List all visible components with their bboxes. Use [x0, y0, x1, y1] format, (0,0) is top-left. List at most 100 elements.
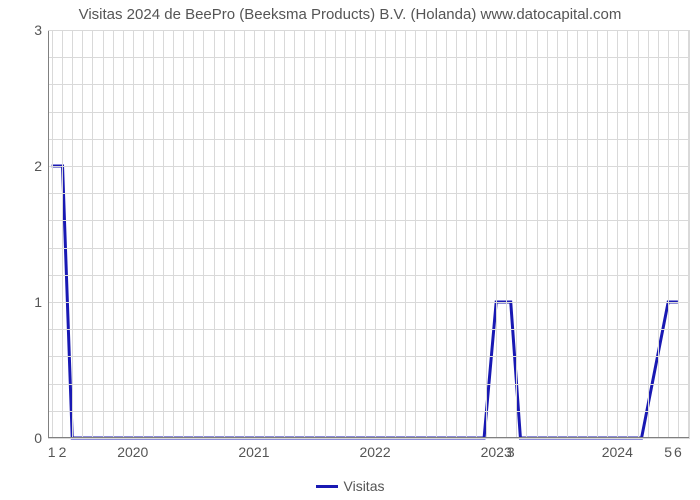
gridline-v — [617, 30, 618, 438]
below-axis-label: 6 — [674, 444, 682, 460]
ytick-label: 0 — [34, 430, 42, 446]
gridline-v — [678, 30, 679, 438]
gridline-v — [335, 30, 336, 438]
gridline-v — [446, 30, 447, 438]
xtick-label: 2020 — [117, 444, 148, 460]
gridline-v — [486, 30, 487, 438]
gridline-v — [648, 30, 649, 438]
gridline-v — [516, 30, 517, 438]
chart-title: Visitas 2024 de BeePro (Beeksma Products… — [0, 6, 700, 23]
gridline-h — [48, 139, 690, 140]
gridline-v — [72, 30, 73, 438]
gridline-v — [103, 30, 104, 438]
gridline-v — [426, 30, 427, 438]
chart-container: Visitas 2024 de BeePro (Beeksma Products… — [0, 0, 700, 500]
ytick-label: 2 — [34, 158, 42, 174]
gridline-v — [607, 30, 608, 438]
gridline-v — [526, 30, 527, 438]
gridline-v — [355, 30, 356, 438]
ytick-label: 1 — [34, 294, 42, 310]
gridline-v — [163, 30, 164, 438]
gridline-h — [48, 220, 690, 221]
xtick-label: 2024 — [602, 444, 633, 460]
gridline-v — [284, 30, 285, 438]
gridline-v — [234, 30, 235, 438]
gridline-h — [48, 193, 690, 194]
xtick-label: 2021 — [238, 444, 269, 460]
right-border — [689, 30, 690, 438]
gridline-v — [193, 30, 194, 438]
below-axis-label: 3 — [507, 444, 515, 460]
gridline-v — [496, 30, 497, 438]
gridline-v — [62, 30, 63, 438]
gridline-h — [48, 112, 690, 113]
gridline-v — [405, 30, 406, 438]
gridline-v — [365, 30, 366, 438]
below-axis-label: 1 — [48, 444, 56, 460]
gridline-v — [304, 30, 305, 438]
xtick-label: 2022 — [359, 444, 390, 460]
gridline-v — [506, 30, 507, 438]
gridline-v — [173, 30, 174, 438]
gridline-v — [547, 30, 548, 438]
gridline-v — [557, 30, 558, 438]
gridline-v — [456, 30, 457, 438]
gridline-h — [48, 356, 690, 357]
gridline-v — [627, 30, 628, 438]
gridline-v — [294, 30, 295, 438]
gridline-v — [264, 30, 265, 438]
x-axis — [48, 437, 690, 438]
gridline-v — [597, 30, 598, 438]
gridline-v — [314, 30, 315, 438]
gridline-h — [48, 384, 690, 385]
ytick-label: 3 — [34, 22, 42, 38]
gridline-v — [133, 30, 134, 438]
gridline-h — [48, 275, 690, 276]
gridline-v — [345, 30, 346, 438]
top-border — [48, 30, 690, 31]
gridline-v — [274, 30, 275, 438]
gridline-v — [567, 30, 568, 438]
gridline-v — [325, 30, 326, 438]
plot-area: 01232020202120222023202412356 — [48, 30, 690, 438]
gridline-v — [658, 30, 659, 438]
gridline-v — [224, 30, 225, 438]
gridline-v — [203, 30, 204, 438]
gridline-v — [375, 30, 376, 438]
gridline-h — [48, 57, 690, 58]
gridline-v — [52, 30, 53, 438]
legend-swatch — [316, 485, 338, 488]
gridline-v — [436, 30, 437, 438]
gridline-v — [254, 30, 255, 438]
gridline-v — [82, 30, 83, 438]
gridline-v — [183, 30, 184, 438]
gridline-v — [668, 30, 669, 438]
gridline-h — [48, 248, 690, 249]
gridline-v — [395, 30, 396, 438]
gridline-h — [48, 84, 690, 85]
gridline-h — [48, 411, 690, 412]
legend-label: Visitas — [344, 478, 385, 494]
gridline-v — [466, 30, 467, 438]
gridline-v — [537, 30, 538, 438]
below-axis-label: 2 — [59, 444, 67, 460]
line-chart-svg — [48, 30, 690, 438]
gridline-h — [48, 166, 690, 167]
gridline-h — [48, 438, 690, 439]
gridline-v — [123, 30, 124, 438]
gridline-v — [385, 30, 386, 438]
gridline-v — [214, 30, 215, 438]
gridline-v — [244, 30, 245, 438]
gridline-v — [153, 30, 154, 438]
below-axis-label: 5 — [664, 444, 672, 460]
gridline-h — [48, 302, 690, 303]
legend: Visitas — [0, 478, 700, 494]
gridline-v — [415, 30, 416, 438]
gridline-h — [48, 329, 690, 330]
gridline-v — [577, 30, 578, 438]
gridline-v — [113, 30, 114, 438]
gridline-v — [476, 30, 477, 438]
gridline-v — [587, 30, 588, 438]
gridline-v — [92, 30, 93, 438]
gridline-v — [143, 30, 144, 438]
